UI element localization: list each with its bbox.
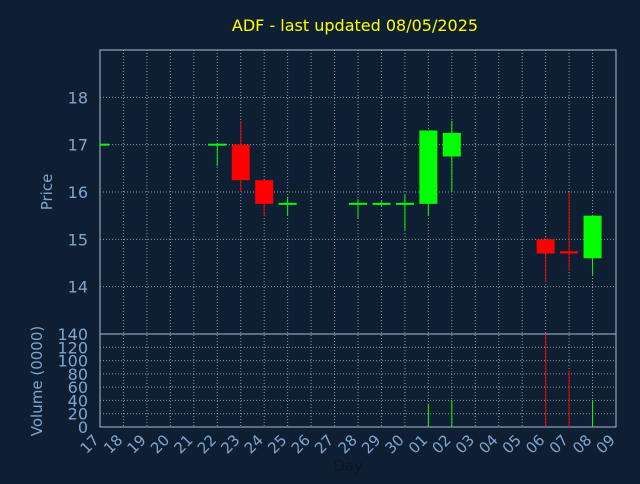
price-tick-label: 14 [68,278,88,297]
x-tick-label: 26 [288,431,314,457]
volume-tick-label: 0 [78,418,88,437]
volume-tick-label: 80 [68,365,88,384]
x-tick-label: 27 [311,431,337,457]
x-tick-label: 23 [217,431,243,457]
x-tick-label: 28 [335,431,361,457]
x-tick-label: 08 [569,431,595,457]
candle-body [255,180,274,204]
candle-body [349,202,367,205]
candle-body [231,144,250,181]
candle-body [442,132,461,157]
candle-body [419,130,438,204]
volume-tick-label: 20 [68,405,88,424]
x-tick-label: 20 [147,431,173,457]
x-tick-label: 04 [475,431,501,457]
x-tick-label: 03 [452,431,478,457]
volume-tick-label: 60 [68,378,88,397]
candle-body [278,202,297,205]
volume-tick-label: 100 [57,352,88,371]
x-tick-label: 29 [358,431,384,457]
x-tick-label: 22 [194,431,220,457]
candle-body [536,239,555,254]
x-tick-label: 07 [546,431,572,457]
x-axis-label: Day [333,457,363,475]
price-tick-label: 18 [68,88,88,107]
candle-body [395,202,414,205]
candle-body [208,143,227,146]
volume-panel-frame [99,333,617,428]
x-tick-label: 09 [593,431,619,457]
volume-tick-label: 40 [68,391,88,410]
candle-body [560,251,579,254]
x-tick-label: 19 [124,431,150,457]
candle-body [100,143,109,146]
plot-layer: 1415161718020406080100120140171819202122… [57,49,619,457]
price-tick-label: 16 [68,183,88,202]
price-axis-label: Price [38,174,56,211]
x-tick-label: 01 [405,431,431,457]
volume-axis-label: Volume (0000) [28,326,46,436]
chart-title: ADF - last updated 08/05/2025 [232,16,478,35]
x-tick-label: 30 [382,431,408,457]
x-tick-label: 24 [241,431,267,457]
x-tick-label: 05 [499,431,525,457]
x-tick-label: 25 [264,431,290,457]
price-tick-label: 17 [68,136,88,155]
x-tick-label: 18 [100,431,126,457]
candle-body [583,215,602,259]
volume-tick-label: 140 [57,325,88,344]
candle-body [372,202,391,205]
x-tick-label: 21 [170,431,196,457]
x-tick-label: 06 [522,431,548,457]
x-tick-label: 02 [428,431,454,457]
volume-tick-label: 120 [57,338,88,357]
price-tick-label: 15 [68,230,88,249]
